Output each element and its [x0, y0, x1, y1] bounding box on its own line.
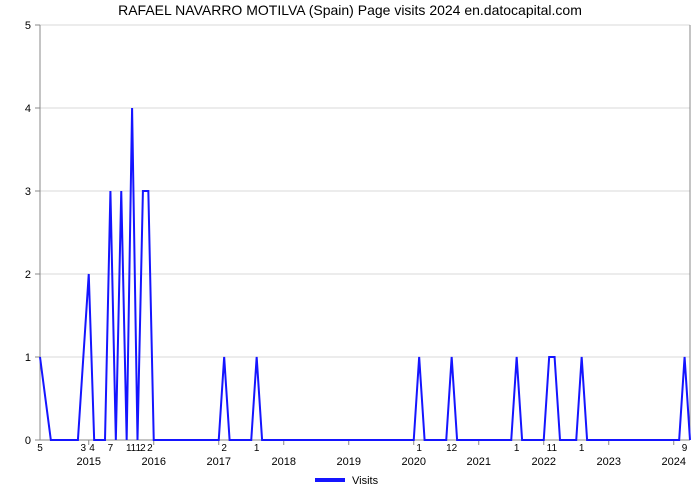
bar-value-label: 1 [416, 443, 422, 454]
bar-value-label: 12 [446, 443, 458, 454]
y-tick-label: 1 [25, 352, 31, 364]
x-tick-label: 2015 [77, 456, 101, 468]
y-tick-label: 2 [25, 269, 31, 281]
y-tick-label: 0 [25, 435, 31, 447]
bar-value-label: 4 [89, 443, 95, 454]
x-tick-label: 2023 [597, 456, 621, 468]
y-tick-label: 4 [25, 103, 31, 115]
x-tick-label: 2016 [142, 456, 166, 468]
x-tick-label: 2021 [467, 456, 491, 468]
x-tick-label: 2024 [662, 456, 686, 468]
x-tick-label: 2017 [207, 456, 231, 468]
chart-title: RAFAEL NAVARRO MOTILVA (Spain) Page visi… [118, 2, 582, 18]
y-tick-label: 3 [25, 186, 31, 198]
x-tick-label: 2020 [402, 456, 426, 468]
x-tick-label: 2019 [337, 456, 361, 468]
bar-value-label: 1 [254, 443, 260, 454]
x-tick-label: 2022 [532, 456, 556, 468]
y-tick-label: 5 [25, 20, 31, 32]
bar-value-label: 1 [579, 443, 585, 454]
grid [40, 25, 690, 440]
x-ticks: 2015 2016 2017 2018 2019 2020 2021 2022 2023 2024 [77, 440, 686, 468]
bar-value-label: 11 [547, 443, 558, 454]
bar-value-label: 2 [147, 443, 153, 454]
value-labels: 5347111222111211119 [37, 443, 688, 454]
bar-value-label: 3 [81, 443, 87, 454]
legend: Visits [315, 475, 379, 487]
x-tick-label: 2018 [272, 456, 296, 468]
y-ticks: 0 1 2 3 4 5 [25, 20, 40, 447]
visits-chart: RAFAEL NAVARRO MOTILVA (Spain) Page visi… [0, 0, 700, 500]
bar-value-label: 2 [140, 443, 146, 454]
bar-value-label: 7 [108, 443, 114, 454]
bar-value-label: 5 [37, 443, 43, 454]
bar-value-label: 9 [682, 443, 688, 454]
bar-value-label: 2 [221, 443, 227, 454]
legend-label: Visits [352, 475, 379, 487]
axes [40, 25, 690, 440]
bar-value-label: 1 [514, 443, 520, 454]
